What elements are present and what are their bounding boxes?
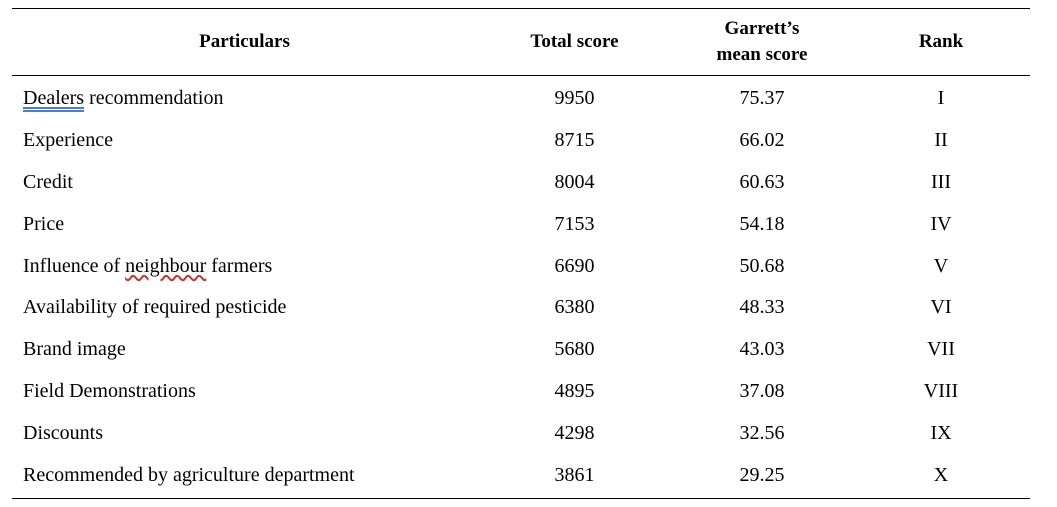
table-row: Influence of neighbour farmers 6690 50.68 V — [12, 245, 1030, 287]
header-mean-score-line2: mean score — [716, 44, 808, 65]
cell-particulars: Field Demonstrations — [12, 380, 477, 403]
spellcheck-marked-word: neighbour — [125, 254, 207, 277]
cell-rank: IV — [930, 212, 952, 235]
cell-total-score: 6380 — [554, 296, 595, 319]
particulars-text: Discounts — [23, 421, 103, 444]
table-row: Brand image 5680 43.03 VII — [12, 329, 1030, 371]
table-body: Dealers recommendation 9950 75.37 I Experien… — [12, 76, 1030, 498]
cell-mean-score: 43.03 — [739, 338, 785, 361]
table-row: Discounts 4298 32.56 IX — [12, 412, 1030, 454]
particulars-text: Field Demonstrations — [23, 379, 196, 402]
particulars-text: recommendation — [84, 87, 224, 110]
cell-mean-score: 50.68 — [739, 254, 785, 277]
cell-mean-score: 37.08 — [739, 379, 785, 402]
header-total-score: Total score — [530, 31, 619, 52]
header-rule — [12, 75, 1030, 76]
cell-rank: II — [934, 129, 948, 152]
cell-particulars: Influence of neighbour farmers — [12, 255, 477, 278]
cell-rank: V — [933, 254, 949, 277]
cell-total-score: 4298 — [554, 421, 595, 444]
cell-rank: I — [937, 87, 945, 110]
cell-particulars: Dealers recommendation — [12, 87, 477, 110]
header-rank: Rank — [918, 31, 964, 52]
particulars-text: Recommended by agriculture department — [23, 463, 355, 486]
particulars-text: Influence of — [23, 254, 126, 277]
ranking-table: Particulars Total score Garrett’s mean s… — [12, 8, 1030, 499]
cell-total-score: 8004 — [554, 170, 595, 193]
cell-particulars: Experience — [12, 129, 477, 152]
cell-particulars: Price — [12, 213, 477, 236]
table-header: Particulars Total score Garrett’s mean s… — [12, 9, 1030, 75]
cell-particulars: Credit — [12, 171, 477, 194]
cell-particulars: Discounts — [12, 422, 477, 445]
table-row: Experience 8715 66.02 II — [12, 120, 1030, 162]
cell-mean-score: 48.33 — [739, 296, 785, 319]
table-row: Recommended by agriculture department 386… — [12, 454, 1030, 496]
cell-rank: VI — [930, 296, 952, 319]
header-particulars: Particulars — [199, 31, 290, 52]
spellcheck-marked-word: Dealers — [23, 87, 85, 110]
cell-total-score: 7153 — [554, 212, 595, 235]
cell-total-score: 9950 — [554, 87, 595, 110]
cell-mean-score: 60.63 — [739, 170, 785, 193]
cell-rank: X — [933, 463, 949, 486]
cell-particulars: Brand image — [12, 338, 477, 361]
table-row: Availability of required pesticide 6380 48… — [12, 287, 1030, 329]
top-rule — [12, 8, 1030, 9]
cell-rank: VIII — [923, 379, 959, 402]
particulars-text: farmers — [206, 254, 273, 277]
cell-mean-score: 29.25 — [739, 463, 785, 486]
particulars-text: Price — [23, 212, 65, 235]
particulars-text: Credit — [23, 170, 73, 193]
cell-mean-score: 66.02 — [739, 129, 785, 152]
cell-mean-score: 32.56 — [739, 421, 785, 444]
cell-total-score: 4895 — [554, 379, 595, 402]
cell-total-score: 5680 — [554, 338, 595, 361]
cell-total-score: 6690 — [554, 254, 595, 277]
table-row: Credit 8004 60.63 III — [12, 162, 1030, 204]
cell-rank: III — [931, 170, 951, 193]
particulars-text: Experience — [23, 129, 113, 152]
cell-total-score: 3861 — [554, 463, 595, 486]
cell-rank: VII — [927, 338, 955, 361]
bottom-rule — [12, 497, 1030, 499]
cell-rank: IX — [930, 421, 952, 444]
particulars-text: Availability of required pesticide — [23, 296, 287, 319]
cell-mean-score: 75.37 — [739, 87, 785, 110]
cell-total-score: 8715 — [554, 129, 595, 152]
table-row: Price 7153 54.18 IV — [12, 203, 1030, 245]
table-row: Field Demonstrations 4895 37.08 VIII — [12, 371, 1030, 413]
cell-mean-score: 54.18 — [739, 212, 785, 235]
header-mean-score: Garrett’s mean score — [672, 16, 852, 68]
particulars-text: Brand image — [23, 338, 126, 361]
header-mean-score-line1: Garrett’s — [724, 18, 800, 39]
cell-particulars: Recommended by agriculture department — [12, 464, 477, 487]
table-row: Dealers recommendation 9950 75.37 I — [12, 78, 1030, 120]
cell-particulars: Availability of required pesticide — [12, 296, 477, 319]
